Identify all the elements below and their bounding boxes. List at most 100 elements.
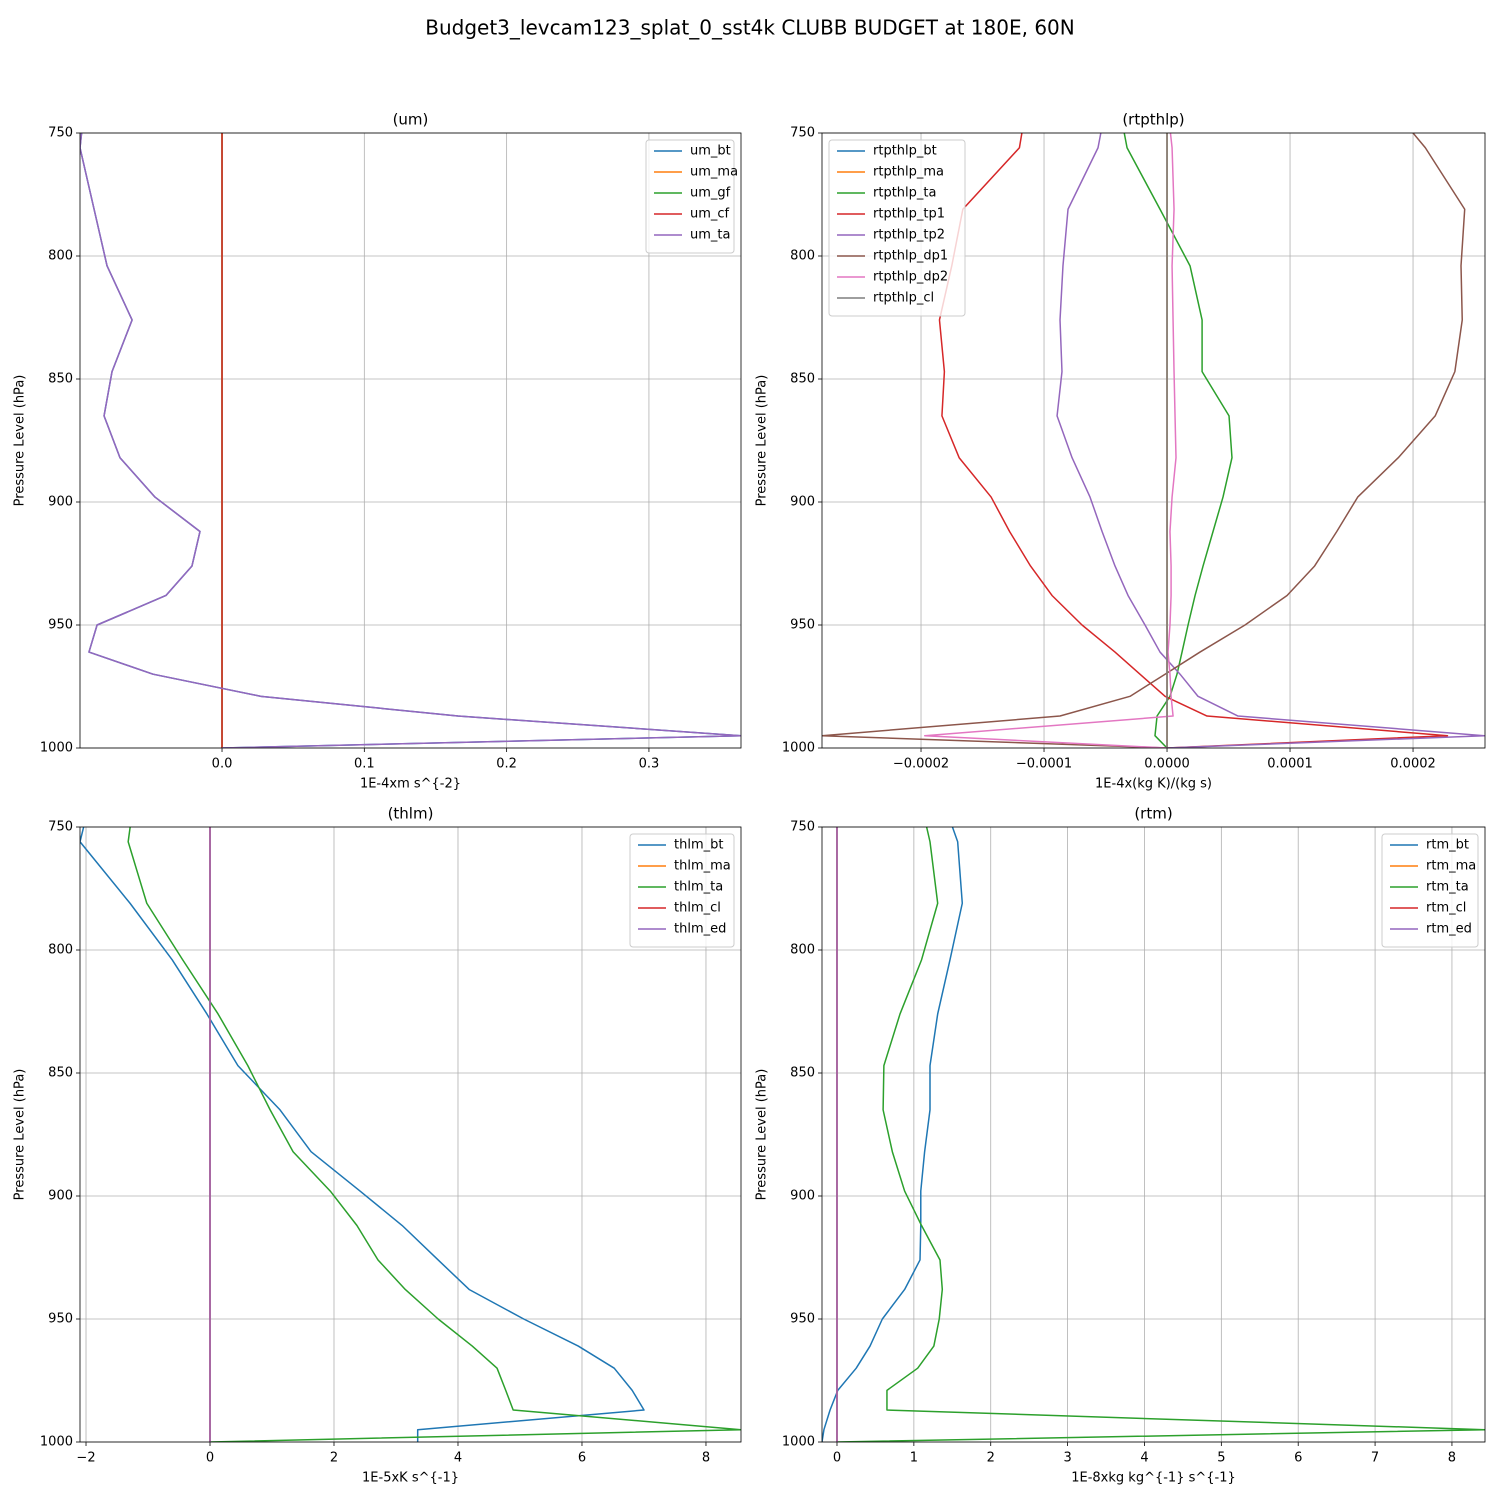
legend-box: [645, 139, 735, 254]
x-tick-label: −2: [76, 1451, 95, 1466]
y-tick-label: 750: [790, 820, 815, 835]
data-line: [80, 133, 741, 748]
x-tick-label: 6: [578, 1451, 586, 1466]
data-line: [1056, 133, 1485, 748]
x-tick-label: 0.0001: [1267, 757, 1313, 772]
x-tick-label: 5: [1217, 1451, 1225, 1466]
y-tick-label: 800: [790, 249, 815, 264]
x-tick-label: 6: [1294, 1451, 1302, 1466]
legend-label: um_bt: [690, 144, 731, 159]
legend-label: rtm_ma: [1426, 859, 1476, 874]
y-tick-label: 1000: [782, 1435, 815, 1450]
x-tick-label: 0: [833, 1451, 841, 1466]
data-line: [822, 133, 1466, 748]
legend-label: um_gf: [690, 186, 731, 201]
legend-label: rtm_ta: [1426, 880, 1469, 895]
legend-label: rtpthlp_dp1: [873, 249, 948, 264]
y-tick-label: 1000: [782, 741, 815, 756]
x-axis-label: 1E-8xkg kg^{-1} s^{-1}: [1071, 1471, 1236, 1486]
x-tick-label: −0.0002: [893, 757, 949, 772]
y-tick-label: 750: [790, 126, 815, 141]
plot-area: [80, 827, 741, 1442]
axes-title: (rtpthlp): [1122, 111, 1184, 129]
y-tick-label: 900: [48, 1189, 73, 1204]
legend-label: rtpthlp_ma: [873, 165, 944, 180]
legend-label: rtm_cl: [1426, 901, 1466, 916]
x-tick-label: −0.0001: [1016, 757, 1072, 772]
legend-label: um_cf: [690, 207, 730, 222]
x-tick-label: 8: [702, 1451, 710, 1466]
y-tick-label: 900: [790, 495, 815, 510]
x-tick-label: 8: [1448, 1451, 1456, 1466]
data-line: [80, 827, 645, 1442]
x-axis-label: 1E-4x(kg K)/(kg s): [1095, 777, 1212, 792]
y-axis-label: Pressure Level (hPa): [13, 1069, 28, 1201]
y-tick-label: 850: [790, 372, 815, 387]
y-tick-label: 950: [48, 618, 73, 633]
legend-label: um_ta: [690, 228, 730, 243]
legend-label: rtpthlp_bt: [873, 144, 937, 159]
y-tick-label: 950: [790, 1312, 815, 1327]
data-line: [1123, 133, 1233, 748]
y-tick-label: 850: [790, 1066, 815, 1081]
x-axis-label: 1E-5xK s^{-1}: [362, 1471, 459, 1486]
axes-frame: [821, 132, 1486, 749]
data-line: [836, 827, 1485, 1442]
legend-label: thlm_cl: [674, 901, 721, 916]
axes-title: (thlm): [388, 805, 434, 823]
legend-box: [828, 139, 966, 317]
y-axis-label: Pressure Level (hPa): [13, 375, 28, 507]
x-tick-label: 0.2: [496, 757, 517, 772]
y-tick-label: 850: [48, 372, 73, 387]
legend-label: rtpthlp_cl: [873, 291, 934, 306]
x-tick-label: 7: [1371, 1451, 1379, 1466]
axes-frame: [79, 132, 742, 749]
plot-area: [822, 827, 1485, 1442]
x-tick-label: 4: [454, 1451, 462, 1466]
figure-title: Budget3_levcam123_splat_0_sst4k CLUBB BU…: [425, 16, 1075, 40]
legend-label: thlm_ta: [674, 880, 723, 895]
axes-frame: [821, 826, 1486, 1443]
legend-label: rtm_bt: [1426, 838, 1469, 853]
x-tick-label: 4: [1140, 1451, 1148, 1466]
legend-label: thlm_ed: [674, 922, 726, 937]
x-tick-label: 0.0: [212, 757, 233, 772]
y-tick-label: 1000: [40, 741, 73, 756]
legend-label: rtm_ed: [1426, 922, 1472, 937]
x-tick-label: 2: [330, 1451, 338, 1466]
legend-label: rtpthlp_ta: [873, 186, 936, 201]
y-tick-label: 800: [790, 943, 815, 958]
axes-title: (um): [393, 111, 429, 129]
plot-area: [80, 133, 741, 748]
legend-label: rtpthlp_tp1: [873, 207, 945, 222]
x-tick-label: 0.3: [639, 757, 660, 772]
y-tick-label: 750: [48, 126, 73, 141]
legend-label: rtpthlp_dp2: [873, 270, 948, 285]
x-tick-label: 0.0002: [1390, 757, 1436, 772]
legend-label: thlm_ma: [674, 859, 731, 874]
data-line: [127, 827, 741, 1442]
y-tick-label: 950: [48, 1312, 73, 1327]
data-line: [923, 133, 1177, 748]
y-tick-label: 850: [48, 1066, 73, 1081]
y-tick-label: 750: [48, 820, 73, 835]
axes-title: (rtm): [1134, 805, 1172, 823]
legend-label: rtpthlp_tp2: [873, 228, 945, 243]
axes-frame: [79, 826, 742, 1443]
x-tick-label: 2: [987, 1451, 995, 1466]
legend-box: [1381, 833, 1479, 948]
x-tick-label: 0.1: [354, 757, 375, 772]
y-tick-label: 800: [48, 249, 73, 264]
legend-label: um_ma: [690, 165, 738, 180]
x-tick-label: 0.0000: [1144, 757, 1190, 772]
legend-label: thlm_bt: [674, 838, 723, 853]
legend-box: [629, 833, 735, 948]
y-tick-label: 900: [48, 495, 73, 510]
y-axis-label: Pressure Level (hPa): [755, 1069, 770, 1201]
y-tick-label: 1000: [40, 1435, 73, 1450]
y-axis-label: Pressure Level (hPa): [755, 375, 770, 507]
y-tick-label: 800: [48, 943, 73, 958]
x-tick-label: 0: [206, 1451, 214, 1466]
